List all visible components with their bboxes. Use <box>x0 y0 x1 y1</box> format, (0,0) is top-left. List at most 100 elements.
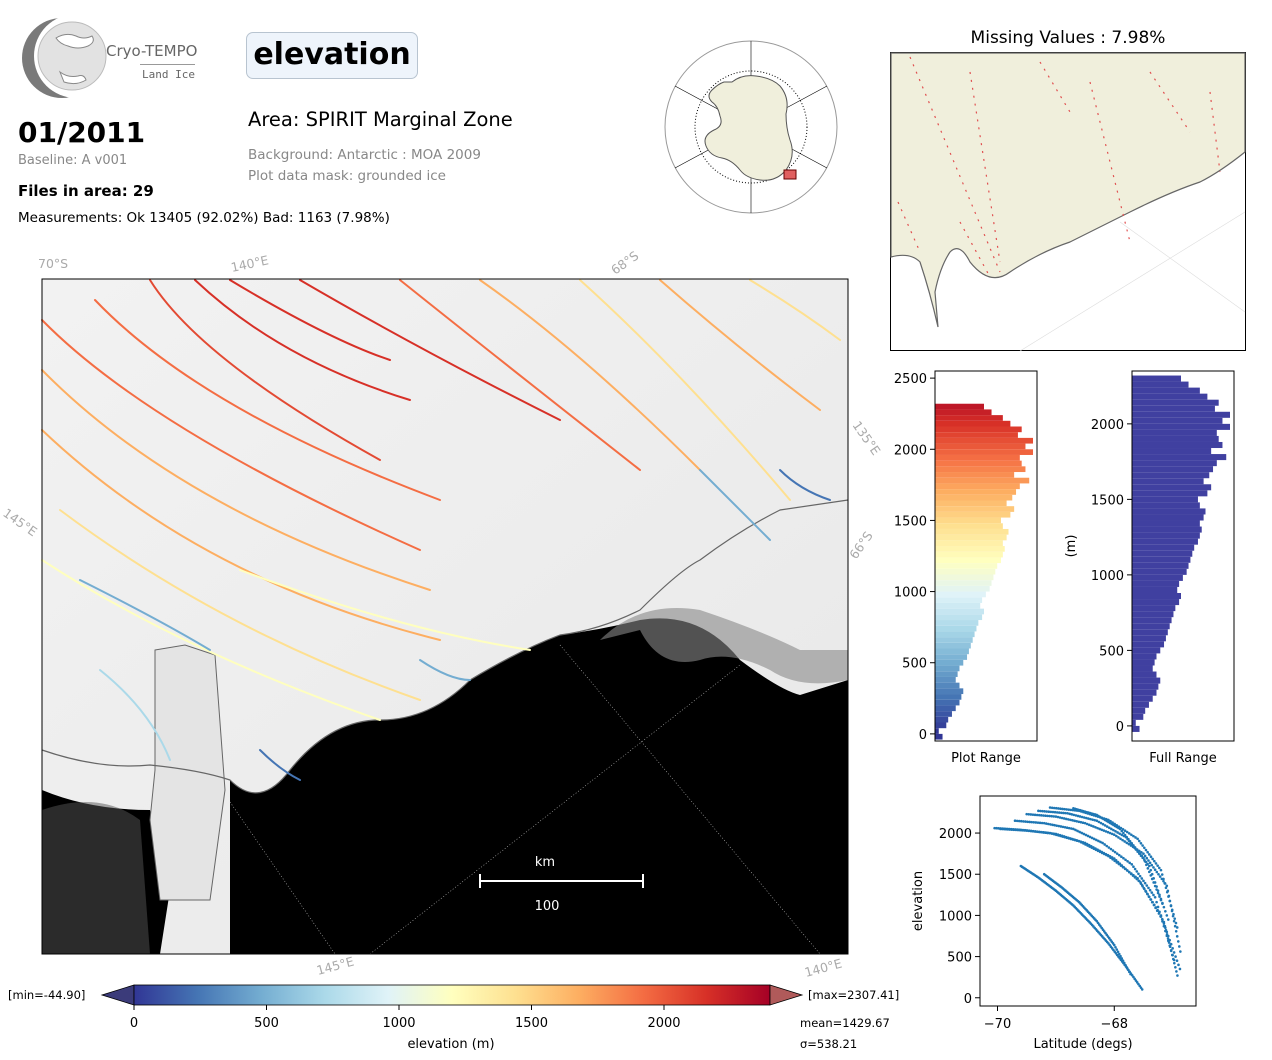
scatter-point <box>1032 820 1036 824</box>
scatter-xlabel: Latitude (degs) <box>1033 1037 1132 1052</box>
scatter-point <box>1147 853 1151 856</box>
scatter-point <box>1152 866 1155 869</box>
date-label: 01/2011 <box>18 116 146 149</box>
scatter-point <box>1083 841 1087 845</box>
histogram-bar <box>935 694 962 700</box>
scatter-point <box>1098 849 1101 853</box>
histogram-bar <box>1132 719 1136 726</box>
histogram-bar <box>935 728 939 734</box>
scatter-point <box>1144 889 1147 893</box>
scatter-point <box>1047 810 1051 814</box>
scatter-point <box>1031 829 1035 833</box>
histogram-bar <box>935 642 971 649</box>
histogram-bar <box>935 449 1033 455</box>
baseline-label: Baseline: A v001 <box>18 153 128 168</box>
histogram-bar <box>935 676 956 683</box>
histogram-bar <box>935 659 964 666</box>
histogram-bar <box>1132 550 1193 557</box>
scatter-point <box>1119 954 1122 958</box>
histogram-tick-label: 500 <box>902 657 927 672</box>
scatter-xtick-label: −70 <box>984 1017 1011 1032</box>
scatter-point <box>1132 844 1135 847</box>
scatter-point <box>1147 870 1151 874</box>
histogram-bar <box>935 511 1011 518</box>
histogram-bar <box>935 517 1001 524</box>
scatter-point <box>1118 832 1121 835</box>
scatter-point <box>1092 825 1095 828</box>
scatter-point <box>1061 807 1064 811</box>
scatter-point <box>1084 833 1088 837</box>
scatter-point <box>1160 873 1164 876</box>
scatter-point <box>993 826 996 830</box>
histogram-tick-label: 1500 <box>1091 493 1124 508</box>
histogram-bar <box>1132 454 1227 461</box>
histogram-bar <box>1132 677 1161 684</box>
histogram-bar <box>1132 599 1180 606</box>
scatter-point <box>1117 952 1121 956</box>
scatter-point <box>1072 813 1076 817</box>
missing-values-title: Missing Values : 7.98% <box>970 28 1166 48</box>
scatter-point <box>1152 881 1155 884</box>
histogram-bar <box>1132 375 1181 382</box>
scatter-point <box>1171 947 1174 950</box>
grid-label-70s: 70°S <box>38 256 68 271</box>
scatter-point <box>1162 905 1166 909</box>
scatter-point <box>1049 810 1053 814</box>
colorbar-tick-label: 0 <box>130 1016 138 1031</box>
scatter-point <box>1155 888 1158 891</box>
scatter-point <box>1133 846 1137 849</box>
scatter-point <box>1150 900 1154 904</box>
scatter-point <box>1164 929 1167 933</box>
scatter-point <box>1120 957 1124 960</box>
histogram-bar <box>935 591 986 598</box>
histogram-bar <box>1132 514 1204 521</box>
scatter-point <box>1169 904 1173 907</box>
histogram-bar <box>935 477 1030 484</box>
histogram-bar <box>935 528 1009 535</box>
histogram-bar <box>1132 435 1219 442</box>
scatter-point <box>1080 815 1084 819</box>
histogram-bar <box>1132 423 1230 430</box>
scatter-point <box>1087 843 1091 847</box>
main-map: km 100 70°S 140°E 68°S 135°E 145°E 66°S … <box>0 250 883 980</box>
scatter-point <box>1158 866 1161 870</box>
scatter-point <box>1099 840 1102 844</box>
scatter-point <box>1124 963 1127 967</box>
scatter-point <box>1151 857 1154 861</box>
scatter-point <box>1044 831 1047 835</box>
scatter-point <box>1118 827 1122 831</box>
histogram-bar <box>935 506 1015 512</box>
scatter-point <box>1052 815 1056 818</box>
scatter-point <box>1051 823 1054 827</box>
scatter-point <box>1101 822 1105 826</box>
scatter-point <box>1135 877 1139 881</box>
scatter-point <box>1048 806 1052 809</box>
scatter-point <box>995 826 998 830</box>
scatter-point <box>1156 891 1160 895</box>
scatter-point <box>1027 812 1031 816</box>
scatter-point <box>1122 856 1125 860</box>
histogram-tick-label: 0 <box>1116 720 1124 735</box>
scatter-point <box>1040 821 1044 825</box>
scatter-point <box>1072 827 1075 831</box>
scatter-point <box>1112 943 1116 947</box>
scatter-point <box>1035 830 1039 834</box>
histogram-bar <box>1132 593 1181 600</box>
histogram-bar <box>935 722 947 729</box>
histogram-bar <box>935 568 996 575</box>
scatter-point <box>1042 821 1046 825</box>
histogram-bar <box>1132 387 1200 394</box>
scatter-point <box>1068 812 1071 816</box>
scatter-point <box>1063 825 1067 829</box>
scatter-point <box>1039 814 1043 817</box>
scatter-point <box>1042 814 1045 817</box>
scatter-point <box>1033 813 1037 817</box>
histogram-bar <box>1132 605 1176 612</box>
scatter-point <box>1161 902 1164 905</box>
scatter-point <box>1080 831 1084 835</box>
histogram-bar <box>935 523 1003 529</box>
scatter-point <box>1147 886 1150 890</box>
colorbar-max: [max=2307.41] <box>808 988 900 1002</box>
scatter-point <box>1116 831 1119 834</box>
scatter-point <box>1145 863 1148 867</box>
